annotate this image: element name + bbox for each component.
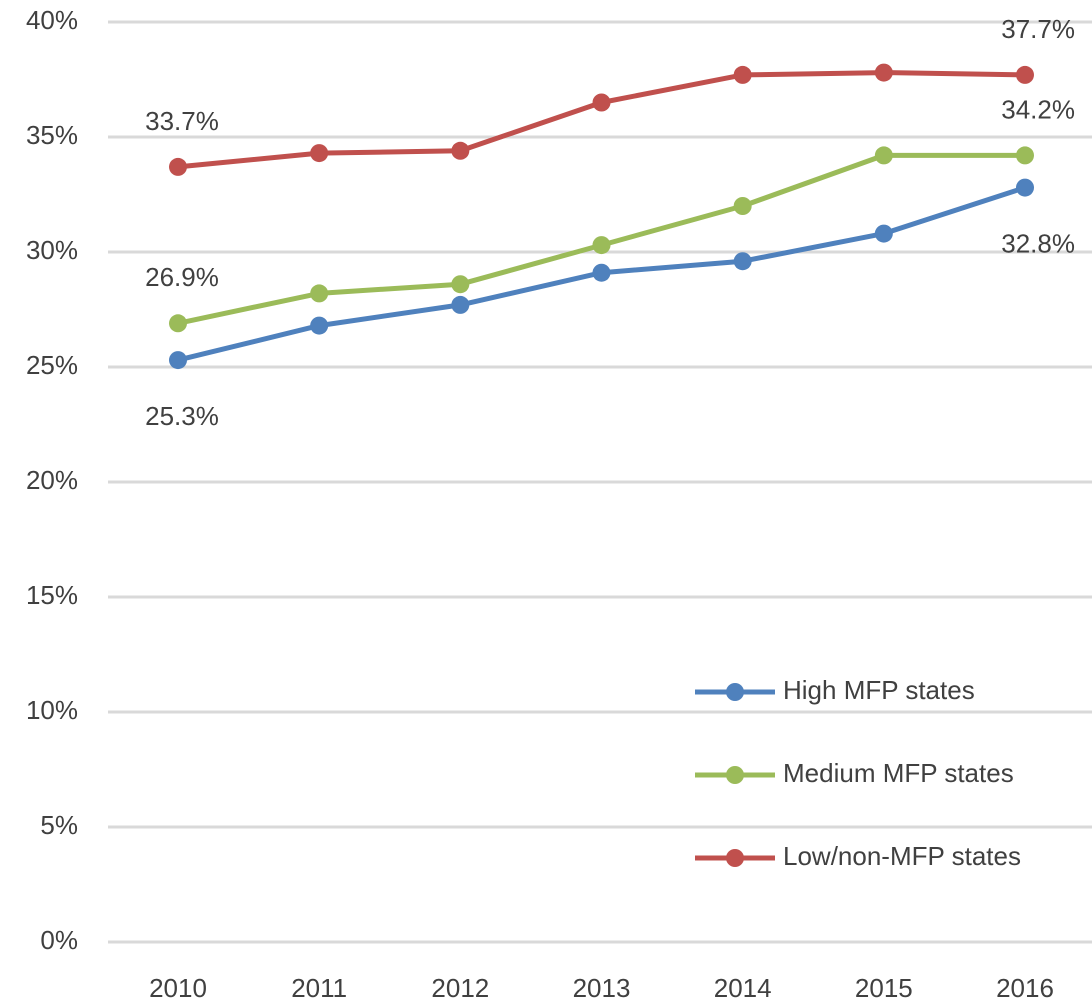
data-label: 34.2%	[1001, 94, 1075, 124]
data-point	[310, 284, 329, 303]
data-label: 33.7%	[145, 106, 219, 136]
data-point	[169, 351, 187, 370]
y-tick-label: 30%	[26, 235, 78, 265]
data-point	[1016, 65, 1034, 84]
x-tick-label: 2013	[573, 973, 631, 1003]
data-point	[451, 295, 470, 314]
x-tick-label: 2011	[291, 973, 347, 1003]
legend-marker	[726, 849, 744, 867]
y-tick-label: 40%	[26, 5, 78, 35]
y-tick-label: 0%	[40, 925, 78, 955]
y-tick-label: 35%	[26, 120, 78, 150]
data-point	[874, 63, 893, 82]
y-tick-label: 15%	[26, 580, 78, 610]
data-label: 25.3%	[145, 401, 219, 431]
y-tick-label: 5%	[40, 810, 78, 840]
series-line	[177, 70, 1026, 170]
legend-label: High MFP states	[783, 675, 975, 705]
y-tick-label: 20%	[26, 465, 78, 495]
data-point	[310, 316, 329, 335]
data-point	[592, 236, 611, 255]
data-point	[733, 65, 752, 84]
x-tick-label: 2010	[149, 973, 207, 1003]
data-point	[733, 197, 752, 215]
data-label: 26.9%	[145, 262, 219, 292]
x-tick-label: 2016	[996, 973, 1054, 1003]
series: 26.9% 34.2%	[145, 94, 1075, 333]
data-point	[310, 144, 329, 163]
legend-label: Medium MFP states	[783, 758, 1014, 788]
data-point	[451, 141, 470, 160]
legend-label: Low/non-MFP states	[783, 841, 1021, 871]
series: 33.7% 37.7%	[145, 14, 1075, 176]
series: 25.3% 32.8%	[145, 178, 1075, 431]
data-label: 32.8%	[1001, 228, 1075, 258]
data-point	[733, 252, 752, 271]
legend-marker	[726, 683, 744, 701]
legend-marker	[726, 766, 744, 784]
data-point	[592, 263, 611, 282]
data-point	[1016, 146, 1034, 165]
x-tick-label: 2014	[714, 973, 772, 1003]
data-point	[451, 275, 470, 294]
data-point	[592, 93, 611, 112]
data-label: 37.7%	[1001, 14, 1075, 44]
data-point	[169, 314, 187, 333]
data-point	[169, 157, 187, 176]
y-tick-label: 10%	[26, 695, 78, 725]
data-point	[874, 224, 893, 243]
x-tick-label: 2015	[855, 973, 913, 1003]
y-tick-label: 25%	[26, 350, 78, 380]
legend: High MFP states Medium MFP states Low/non-…	[695, 675, 1021, 871]
data-point	[874, 146, 893, 165]
data-point	[1016, 178, 1034, 197]
x-tick-label: 2012	[431, 973, 489, 1003]
